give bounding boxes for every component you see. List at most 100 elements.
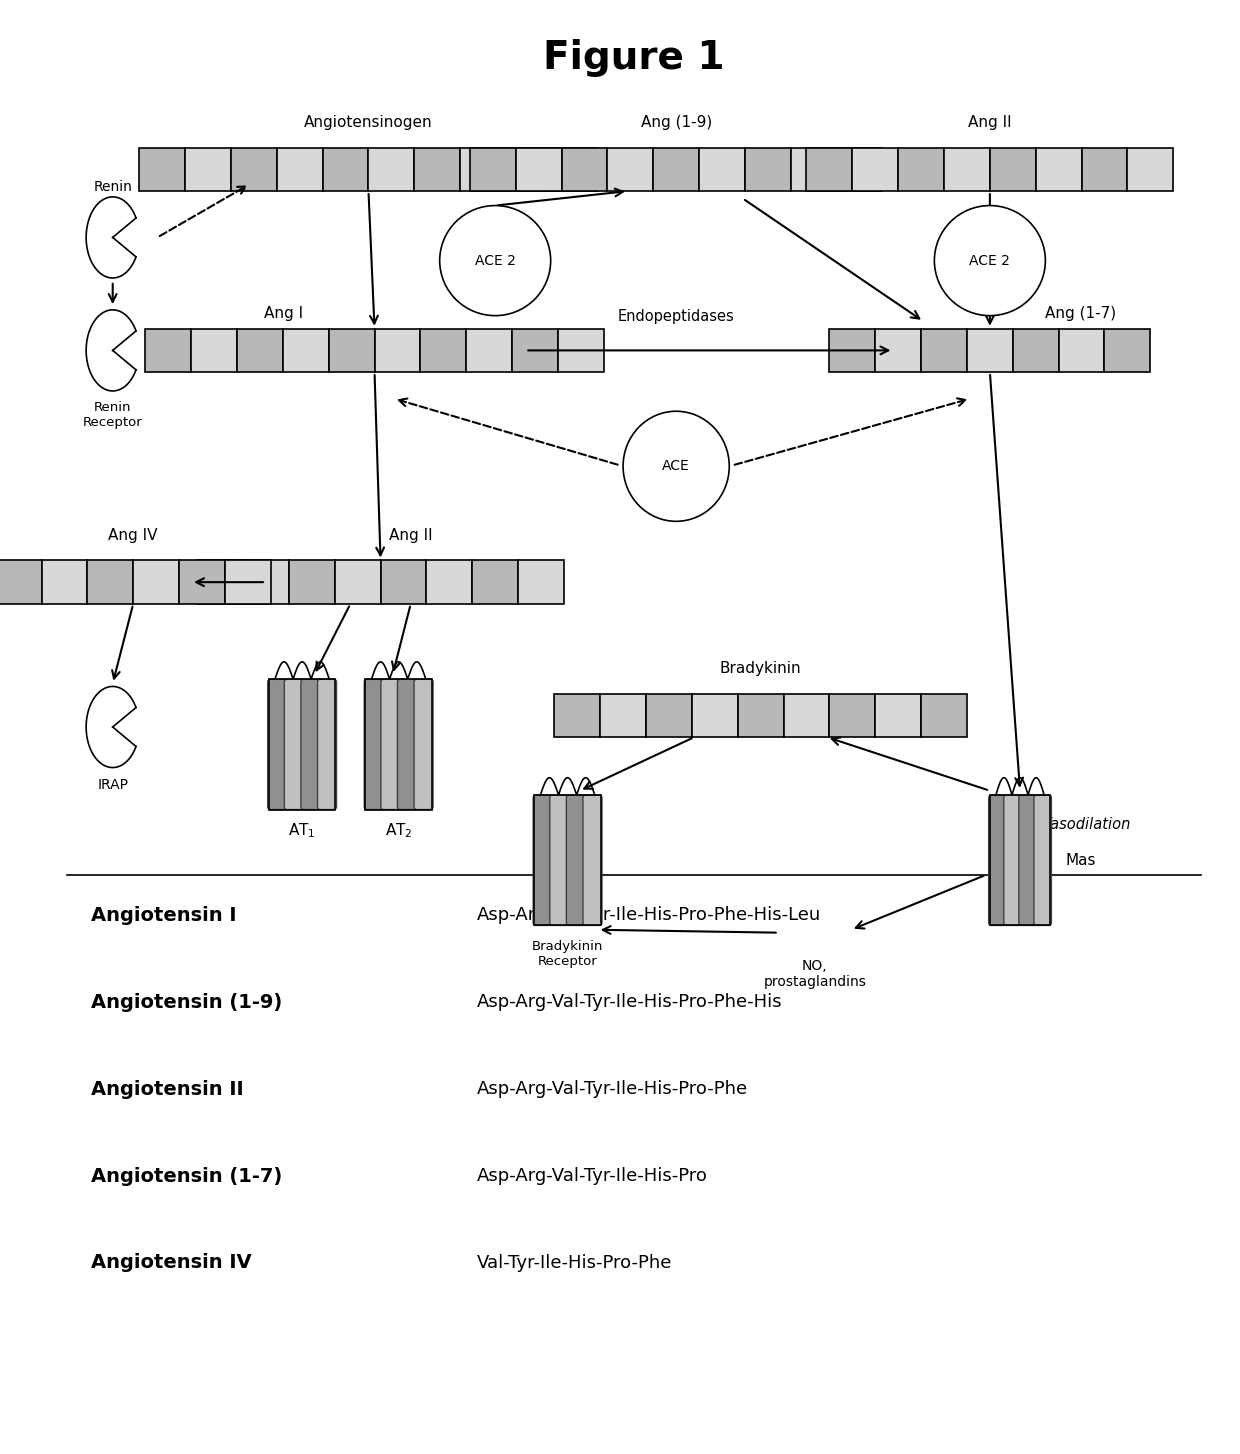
Bar xyxy=(534,795,600,925)
Bar xyxy=(830,329,875,372)
Text: Ang II: Ang II xyxy=(389,528,433,542)
Bar xyxy=(791,148,837,190)
Bar xyxy=(243,560,289,603)
Text: AT$_2$: AT$_2$ xyxy=(384,822,413,840)
Bar xyxy=(466,329,512,372)
Text: Angiotensin (1-9): Angiotensin (1-9) xyxy=(91,993,283,1012)
FancyBboxPatch shape xyxy=(533,795,552,925)
FancyBboxPatch shape xyxy=(549,795,569,925)
Bar xyxy=(472,560,518,603)
FancyBboxPatch shape xyxy=(1003,795,1022,925)
Text: Angiotensin IV: Angiotensin IV xyxy=(91,1253,252,1272)
Bar xyxy=(139,148,185,190)
Bar xyxy=(967,329,1013,372)
Text: Renin: Renin xyxy=(93,180,133,193)
Bar xyxy=(921,329,967,372)
Bar xyxy=(806,148,852,190)
Bar xyxy=(699,148,745,190)
FancyBboxPatch shape xyxy=(268,679,286,810)
Bar xyxy=(852,148,898,190)
Bar xyxy=(277,148,322,190)
Bar xyxy=(191,329,237,372)
Bar xyxy=(738,694,784,737)
Text: Angiotensinogen: Angiotensinogen xyxy=(304,115,433,131)
Bar xyxy=(921,694,967,737)
FancyBboxPatch shape xyxy=(317,679,336,810)
FancyBboxPatch shape xyxy=(414,679,433,810)
Bar xyxy=(322,148,368,190)
FancyBboxPatch shape xyxy=(284,679,304,810)
Bar xyxy=(830,694,875,737)
Text: Bradykinin: Bradykinin xyxy=(719,662,801,676)
Text: Angiotensin I: Angiotensin I xyxy=(91,906,237,925)
Bar xyxy=(898,148,944,190)
Text: ACE 2: ACE 2 xyxy=(970,253,1011,268)
Bar xyxy=(231,148,277,190)
Bar xyxy=(133,560,179,603)
Bar xyxy=(381,560,427,603)
Bar xyxy=(1013,329,1059,372)
Bar xyxy=(518,560,564,603)
Bar xyxy=(944,148,990,190)
Bar xyxy=(512,329,558,372)
Text: Ang (1-7): Ang (1-7) xyxy=(1045,307,1116,321)
Bar xyxy=(506,148,552,190)
Bar xyxy=(289,560,335,603)
Bar xyxy=(185,148,231,190)
Bar xyxy=(145,329,191,372)
Bar xyxy=(1035,148,1081,190)
FancyBboxPatch shape xyxy=(1034,795,1052,925)
Text: IRAP: IRAP xyxy=(97,778,128,791)
Bar xyxy=(554,694,600,737)
Bar xyxy=(0,560,41,603)
Text: Asp-Arg-Val-Tyr-Ile-His-Pro-Phe-His: Asp-Arg-Val-Tyr-Ile-His-Pro-Phe-His xyxy=(477,993,782,1011)
Bar xyxy=(420,329,466,372)
Bar xyxy=(1081,148,1127,190)
Text: ACE: ACE xyxy=(662,459,689,474)
Text: Ang I: Ang I xyxy=(264,307,304,321)
Text: Val-Tyr-Ile-His-Pro-Phe: Val-Tyr-Ile-His-Pro-Phe xyxy=(477,1253,672,1272)
Bar xyxy=(784,694,830,737)
Bar xyxy=(470,148,516,190)
Bar xyxy=(990,148,1035,190)
Bar xyxy=(552,148,598,190)
FancyBboxPatch shape xyxy=(398,679,417,810)
Text: Renin
Receptor: Renin Receptor xyxy=(83,401,143,429)
Text: AT$_1$: AT$_1$ xyxy=(289,822,316,840)
FancyBboxPatch shape xyxy=(365,679,383,810)
FancyBboxPatch shape xyxy=(381,679,399,810)
FancyBboxPatch shape xyxy=(583,795,601,925)
FancyBboxPatch shape xyxy=(988,795,1006,925)
Bar xyxy=(41,560,87,603)
Bar xyxy=(1105,329,1151,372)
Bar xyxy=(368,148,414,190)
Bar xyxy=(1059,329,1105,372)
Bar xyxy=(414,148,460,190)
Bar xyxy=(366,679,432,810)
Bar xyxy=(646,694,692,737)
Text: ACE 2: ACE 2 xyxy=(475,253,516,268)
Bar xyxy=(374,329,420,372)
Bar xyxy=(692,694,738,737)
FancyBboxPatch shape xyxy=(1019,795,1037,925)
Bar xyxy=(990,795,1050,925)
Text: Endopeptidases: Endopeptidases xyxy=(618,310,734,324)
Text: Bradykinin
Receptor: Bradykinin Receptor xyxy=(532,939,604,968)
Bar xyxy=(837,148,883,190)
Bar xyxy=(224,560,270,603)
Bar xyxy=(427,560,472,603)
Ellipse shape xyxy=(935,205,1045,316)
Text: Ang (1-9): Ang (1-9) xyxy=(641,115,712,131)
Bar xyxy=(875,694,921,737)
Text: Asp-Arg-Val-Tyr-Ile-His-Pro: Asp-Arg-Val-Tyr-Ile-His-Pro xyxy=(477,1168,708,1185)
Bar xyxy=(875,329,921,372)
Bar xyxy=(329,329,374,372)
Bar xyxy=(197,560,243,603)
Bar xyxy=(237,329,283,372)
Bar xyxy=(745,148,791,190)
Bar xyxy=(1127,148,1173,190)
Bar xyxy=(608,148,653,190)
Bar xyxy=(460,148,506,190)
FancyBboxPatch shape xyxy=(301,679,320,810)
Text: Asp-Arg-Val-Tyr-Ile-His-Pro-Phe: Asp-Arg-Val-Tyr-Ile-His-Pro-Phe xyxy=(477,1080,748,1098)
